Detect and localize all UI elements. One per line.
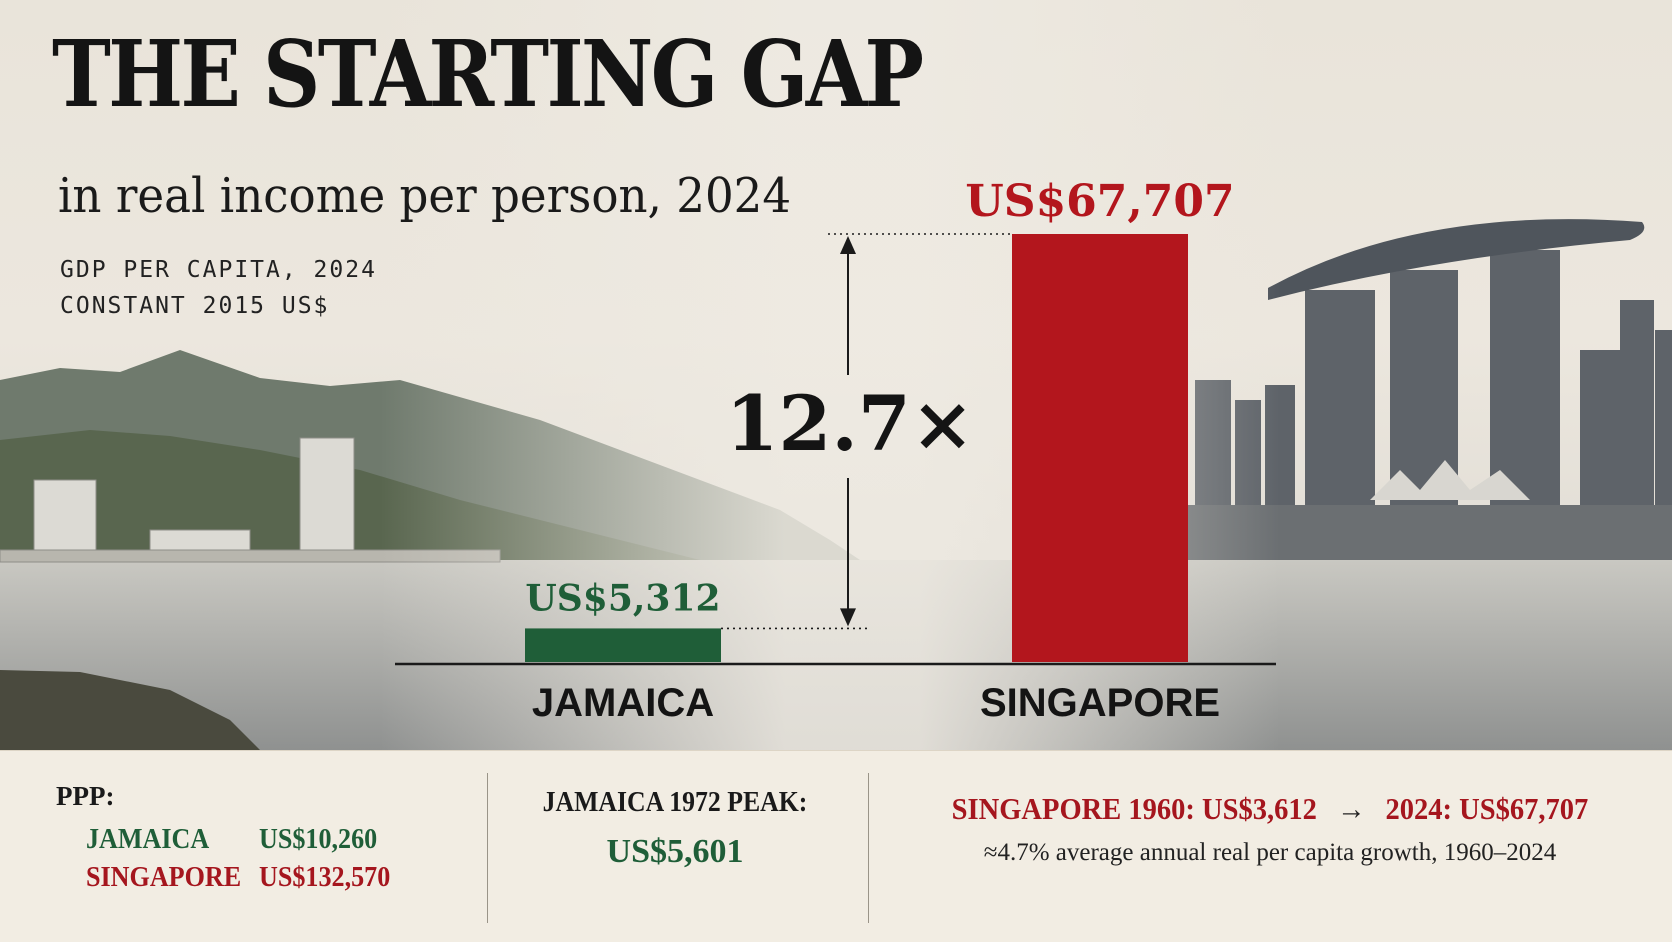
ppp-value-singapore: US$132,570	[259, 861, 391, 893]
sg-end-value: US$67,707	[1459, 791, 1589, 826]
measure-description: GDP PER CAPITA, 2024 CONSTANT 2015 US$	[60, 252, 377, 324]
bar-jamaica	[525, 628, 721, 662]
arrow-right-icon: →	[1336, 791, 1366, 826]
category-label-singapore: SINGAPORE	[980, 681, 1220, 725]
arrow-up-icon	[840, 236, 856, 254]
jamaica-buildings	[0, 437, 501, 563]
sg-start-label: SINGAPORE 1960:	[951, 791, 1195, 826]
value-label-singapore: US$67,707	[965, 176, 1234, 227]
ppp-country-singapore: SINGAPORE	[86, 861, 242, 893]
ppp-block: PPP: JAMAICA US$10,260 SINGAPORE US$132,…	[56, 781, 390, 893]
peak-label: JAMAICA 1972 PEAK:	[542, 787, 808, 818]
singapore-growth-block: SINGAPORE 1960: US$3,612 → 2024: US$67,7…	[890, 791, 1650, 867]
divider-1	[487, 773, 488, 923]
chart-title: THE STARTING GAP	[52, 20, 924, 128]
ppp-value-jamaica: US$10,260	[259, 823, 378, 855]
ratio-label: 12.7×	[726, 379, 975, 468]
sg-start-value: US$3,612	[1202, 791, 1317, 826]
measure-line-1: GDP PER CAPITA, 2024	[60, 257, 377, 283]
ppp-heading: PPP:	[56, 781, 115, 811]
value-label-jamaica: US$5,312	[525, 577, 720, 619]
growth-note: ≈4.7% average annual real per capita gro…	[983, 839, 1557, 866]
background-scene	[0, 0, 1672, 750]
chart-subtitle: in real income per person, 2024	[58, 168, 792, 224]
divider-2	[868, 773, 869, 923]
bar-chart: US$5,312 JAMAICA US$67,707 SINGAPORE 12.7×	[395, 176, 1276, 725]
bars-group: US$5,312 JAMAICA US$67,707 SINGAPORE	[525, 176, 1235, 725]
footer-panel: PPP: JAMAICA US$10,260 SINGAPORE US$132,…	[0, 750, 1672, 942]
bar-singapore	[1012, 234, 1188, 662]
jamaica-peak-block: JAMAICA 1972 PEAK: US$5,601	[490, 787, 860, 871]
ppp-country-jamaica: JAMAICA	[86, 823, 210, 855]
singapore-growth-line: SINGAPORE 1960: US$3,612 → 2024: US$67,7…	[920, 791, 1619, 827]
sg-end-label: 2024:	[1385, 791, 1453, 826]
category-label-jamaica: JAMAICA	[532, 681, 714, 725]
arrow-down-icon	[840, 608, 856, 627]
measure-line-2: CONSTANT 2015 US$	[60, 293, 330, 319]
peak-value: US$5,601	[606, 833, 744, 870]
rocky-shore	[0, 670, 260, 750]
